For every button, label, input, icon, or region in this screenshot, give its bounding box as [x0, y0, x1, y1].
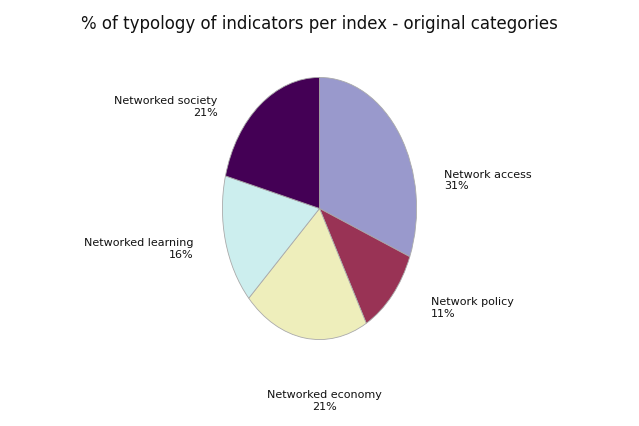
- Wedge shape: [320, 78, 417, 257]
- Title: % of typology of indicators per index - original categories: % of typology of indicators per index - …: [81, 15, 558, 33]
- Text: Networked economy
21%: Networked economy 21%: [267, 389, 381, 411]
- Wedge shape: [320, 209, 410, 324]
- Wedge shape: [249, 209, 366, 340]
- Text: Networked society
21%: Networked society 21%: [114, 96, 217, 118]
- Text: Network policy
11%: Network policy 11%: [431, 296, 514, 318]
- Text: Network access
31%: Network access 31%: [443, 170, 532, 191]
- Wedge shape: [226, 78, 320, 209]
- Text: Networked learning
16%: Networked learning 16%: [84, 237, 194, 259]
- Wedge shape: [222, 176, 320, 299]
